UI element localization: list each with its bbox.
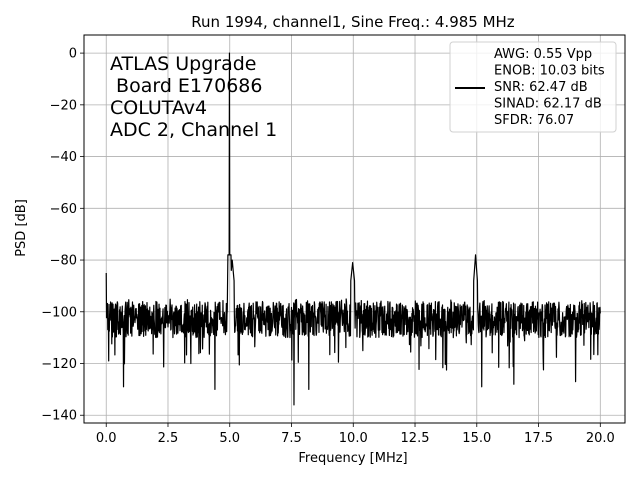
y-tick-label: 0 <box>69 47 77 62</box>
annotation-line-3: COLUTAv4 <box>110 97 207 119</box>
legend-entry-sinad: SINAD: 62.17 dB <box>494 97 602 112</box>
y-axis-label: PSD [dB] <box>14 199 29 257</box>
ticks: 0.0 2.5 5.0 7.5 10.0 12.5 15.0 17.5 20.0 0 −20 −40 −… <box>41 47 614 446</box>
legend-entry-awg: AWG: 0.55 Vpp <box>494 47 592 62</box>
x-tick-label: 15.0 <box>462 431 491 446</box>
y-tick-label: −120 <box>41 357 77 372</box>
psd-series-line <box>105 52 601 406</box>
annotation-line-4: ADC 2, Channel 1 <box>110 119 277 141</box>
grid <box>84 35 625 423</box>
x-tick-label: 10.0 <box>339 431 368 446</box>
plot-frame <box>83 34 626 424</box>
x-tick-label: 7.5 <box>281 431 302 446</box>
x-tick-label: 5.0 <box>219 431 240 446</box>
y-tick-label: −60 <box>50 202 77 217</box>
annotation-line-1: ATLAS Upgrade <box>110 53 256 75</box>
annotation-line-2: Board E170686 <box>110 75 262 97</box>
x-tick-label: 0.0 <box>96 431 117 446</box>
legend-entry-sfdr: SFDR: 76.07 <box>494 113 574 128</box>
y-tick-label: −100 <box>41 305 77 320</box>
x-tick-label: 2.5 <box>158 431 179 446</box>
y-tick-label: −140 <box>41 409 77 424</box>
x-tick-label: 17.5 <box>524 431 553 446</box>
legend: AWG: 0.55 Vpp ENOB: 10.03 bits SNR: 62.4… <box>449 41 617 133</box>
legend-entry-snr: SNR: 62.47 dB <box>494 80 588 95</box>
y-tick-label: −80 <box>50 254 77 269</box>
x-axis-label: Frequency [MHz] <box>298 451 407 466</box>
data-layer <box>105 52 601 406</box>
y-tick-label: −40 <box>50 150 77 165</box>
chart-title: Run 1994, channel1, Sine Freq.: 4.985 MH… <box>191 13 515 31</box>
x-tick-label: 12.5 <box>401 431 430 446</box>
legend-box <box>449 41 617 133</box>
y-tick-label: −20 <box>50 98 77 113</box>
x-tick-label: 20.0 <box>586 431 615 446</box>
legend-entry-enob: ENOB: 10.03 bits <box>494 64 605 79</box>
